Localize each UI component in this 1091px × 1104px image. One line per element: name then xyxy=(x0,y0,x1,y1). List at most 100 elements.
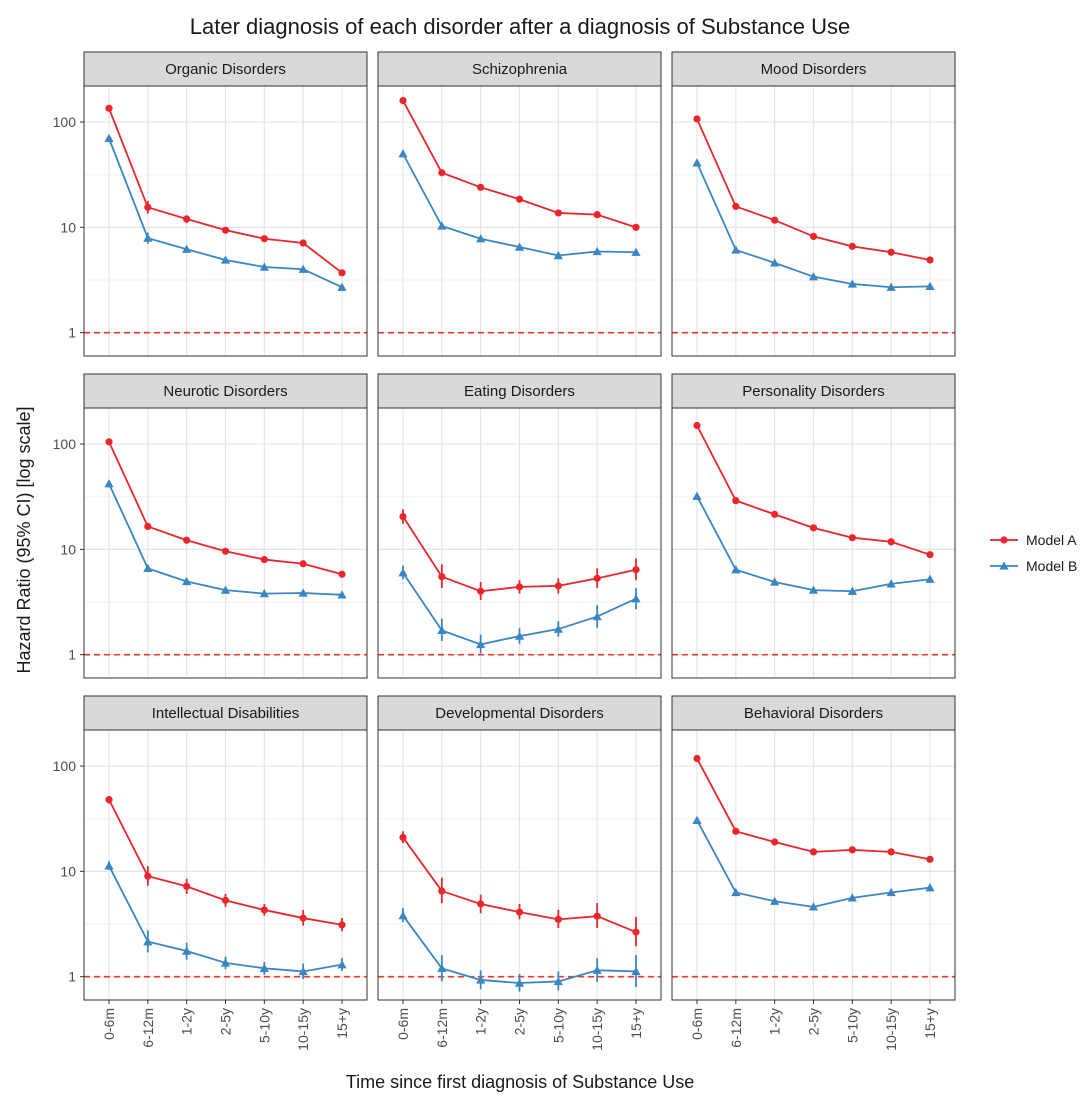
data-point-model-a xyxy=(438,573,446,581)
x-axis-label: Time since first diagnosis of Substance … xyxy=(346,1072,695,1092)
x-tick-label: 10-15y xyxy=(883,1008,899,1051)
data-point-model-b xyxy=(220,255,231,264)
y-tick-label: 100 xyxy=(53,114,77,130)
data-point-model-b xyxy=(553,976,563,986)
data-point-model-a xyxy=(926,855,934,863)
facet-title: Personality Disorders xyxy=(742,383,885,400)
panel-border xyxy=(83,407,368,679)
x-tick-label: 0-6m xyxy=(395,1008,411,1040)
facet-panel-8: Developmental Disorders 0-6m 6-12m 1-2y 2-5y… xyxy=(377,695,662,1051)
data-point-model-a xyxy=(183,536,191,544)
data-point-model-b xyxy=(259,963,269,972)
data-point-model-b xyxy=(182,576,192,586)
data-point-model-a xyxy=(399,833,407,842)
facet-panel-3: Mood Disorders xyxy=(671,51,956,357)
data-point-model-b xyxy=(259,262,269,271)
legend-label-model-b: Model B xyxy=(1026,558,1077,574)
facet-panel-7: Intellectual Disabilities 1 10 100 0-6m 6-12m… xyxy=(53,695,368,1051)
data-point-model-b xyxy=(437,963,447,972)
x-tick-label: 5-10y xyxy=(550,1008,566,1043)
data-point-model-b xyxy=(337,282,347,291)
data-point-model-a xyxy=(632,223,640,231)
facet-panel-1: Organic Disorders 1 10 100 xyxy=(53,51,368,357)
data-point-model-b xyxy=(925,574,935,583)
data-point-model-a xyxy=(260,235,268,243)
panel-border xyxy=(671,85,956,357)
data-point-model-b xyxy=(182,946,192,955)
x-tick-label: 10-15y xyxy=(295,1008,311,1051)
data-point-model-b xyxy=(220,585,231,594)
data-point-model-b xyxy=(886,579,896,588)
data-point-model-a xyxy=(887,248,895,256)
facet-title: Schizophrenia xyxy=(472,61,568,78)
data-point-model-a xyxy=(338,921,346,929)
data-point-model-b xyxy=(592,611,602,621)
data-point-model-a xyxy=(809,524,818,532)
data-point-model-b xyxy=(731,245,741,254)
x-tick-label: 2-5y xyxy=(218,1008,234,1035)
data-point-model-b xyxy=(220,958,231,967)
data-point-model-b xyxy=(886,282,896,291)
data-point-model-a xyxy=(399,96,407,105)
data-point-model-a xyxy=(299,914,307,922)
legend: Model A Model B xyxy=(990,532,1077,574)
x-tick-label: 6-12m xyxy=(140,1008,156,1048)
data-point-model-b xyxy=(476,639,486,649)
data-point-model-b xyxy=(298,264,308,273)
data-point-model-a xyxy=(477,900,485,908)
data-point-model-b xyxy=(770,896,780,905)
data-point-model-a xyxy=(693,421,701,430)
data-point-model-a xyxy=(632,566,640,574)
data-point-model-a xyxy=(438,169,446,177)
y-tick-label: 10 xyxy=(60,863,76,879)
data-point-model-b xyxy=(631,594,641,603)
facet-title: Organic Disorders xyxy=(165,61,286,78)
data-point-model-b xyxy=(631,247,641,256)
data-point-model-b xyxy=(104,133,114,143)
facet-strip xyxy=(671,373,956,409)
x-tick-label: 2-5y xyxy=(512,1008,528,1035)
data-point-model-b xyxy=(925,883,935,892)
data-point-model-a xyxy=(299,239,307,247)
facet-strip xyxy=(83,51,368,87)
data-point-model-a xyxy=(477,183,485,191)
data-point-model-b xyxy=(104,861,114,870)
data-point-model-a xyxy=(105,438,113,446)
x-tick-label: 0-6m xyxy=(101,1008,117,1040)
data-point-model-b xyxy=(337,960,347,969)
x-tick-label: 6-12m xyxy=(434,1008,450,1048)
data-point-model-a xyxy=(399,512,407,521)
data-point-model-a xyxy=(693,115,701,123)
facet-title: Eating Disorders xyxy=(464,383,575,400)
facet-panel-9: Behavioral Disorders 0-6m 6-12m 1-2y 2-5y 5-1… xyxy=(671,695,956,1051)
data-point-model-a xyxy=(848,846,856,854)
data-point-model-a xyxy=(887,848,895,856)
data-point-model-b xyxy=(692,491,702,500)
panel-border xyxy=(377,407,662,679)
x-tick-label: 15+y xyxy=(628,1008,644,1039)
data-point-model-b xyxy=(514,978,525,987)
data-point-model-b xyxy=(847,279,857,288)
data-point-model-b xyxy=(514,631,525,640)
data-point-model-a xyxy=(771,510,779,518)
data-point-model-a xyxy=(260,555,268,564)
facet-title: Intellectual Disabilities xyxy=(152,705,300,722)
data-point-model-b xyxy=(553,624,563,633)
data-point-model-a xyxy=(144,203,152,211)
facet-strip xyxy=(83,373,368,409)
data-point-model-a xyxy=(105,104,113,112)
data-point-model-b xyxy=(437,221,447,230)
data-point-model-a xyxy=(926,551,934,559)
data-point-model-b xyxy=(886,887,896,897)
data-point-model-a xyxy=(221,226,230,234)
y-tick-label: 1 xyxy=(68,647,76,663)
x-tick-label: 2-5y xyxy=(806,1008,822,1035)
data-point-model-b xyxy=(692,815,702,825)
y-tick-label: 1 xyxy=(68,325,76,341)
legend-key-marker-model-b xyxy=(999,561,1009,570)
data-point-model-b xyxy=(182,244,192,253)
data-point-model-b xyxy=(770,577,780,586)
legend-key-marker-model-a xyxy=(1000,536,1008,544)
y-tick-label: 100 xyxy=(53,758,77,774)
data-point-model-a xyxy=(771,216,779,224)
